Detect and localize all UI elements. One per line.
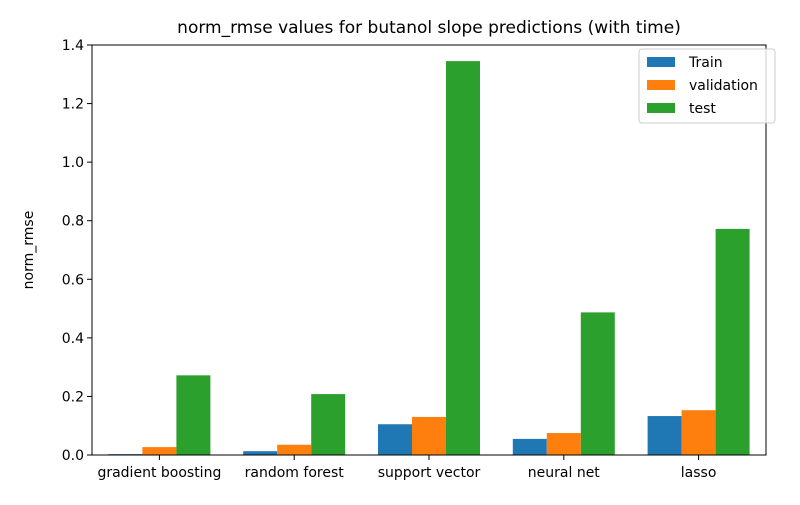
x-tick-label: lasso bbox=[681, 465, 717, 481]
y-tick-label: 0.8 bbox=[62, 214, 84, 230]
bar-test-neural-net bbox=[580, 312, 615, 455]
x-tick-label: random forest bbox=[245, 465, 345, 481]
y-tick-label: 1.4 bbox=[62, 38, 84, 54]
bar-train-neural-net bbox=[512, 438, 547, 455]
bar-train-support-vector bbox=[378, 424, 412, 455]
y-tick-label: 0.6 bbox=[62, 272, 84, 288]
y-tick-label: 0.0 bbox=[62, 448, 84, 464]
bar-train-random-forest bbox=[243, 451, 278, 455]
y-tick-label: 0.4 bbox=[62, 331, 84, 347]
legend-swatch-validation bbox=[647, 80, 675, 90]
chart-title: norm_rmse values for butanol slope predi… bbox=[177, 18, 681, 38]
y-tick-label: 0.2 bbox=[62, 389, 84, 405]
legend-label-test: test bbox=[689, 101, 716, 117]
plot-frame bbox=[91, 44, 767, 456]
bar-test-lasso bbox=[715, 228, 750, 455]
legend-swatch-train bbox=[647, 57, 675, 67]
x-tick-label: support vector bbox=[378, 465, 481, 481]
legend-swatch-test bbox=[647, 103, 675, 113]
bar-validation-support-vector bbox=[412, 416, 446, 455]
legend-label-train: Train bbox=[688, 55, 723, 71]
x-ticks: gradient boosting random forest support ve… bbox=[97, 455, 716, 481]
y-tick-label: 1.2 bbox=[62, 97, 84, 113]
x-tick-label: neural net bbox=[528, 465, 601, 481]
bar-test-gradient-boosting bbox=[176, 375, 211, 455]
y-tick-label: 1.0 bbox=[62, 155, 84, 171]
bar-validation-neural-net bbox=[546, 433, 581, 455]
legend: Train validation test bbox=[638, 48, 776, 124]
bar-validation-random-forest bbox=[277, 444, 312, 455]
bar-test-random-forest bbox=[311, 394, 346, 455]
bar-validation-lasso bbox=[681, 410, 716, 455]
legend-label-validation: validation bbox=[689, 78, 758, 94]
y-ticks: 0.0 0.2 0.4 0.6 0.8 1.0 1.2 1.4 bbox=[62, 38, 92, 464]
bars-group bbox=[108, 61, 750, 455]
bar-train-lasso bbox=[647, 416, 682, 455]
bar-test-support-vector bbox=[446, 61, 480, 455]
x-tick-label: gradient boosting bbox=[97, 465, 221, 481]
y-axis-label: norm_rmse bbox=[21, 211, 37, 290]
bar-validation-gradient-boosting bbox=[142, 447, 177, 455]
